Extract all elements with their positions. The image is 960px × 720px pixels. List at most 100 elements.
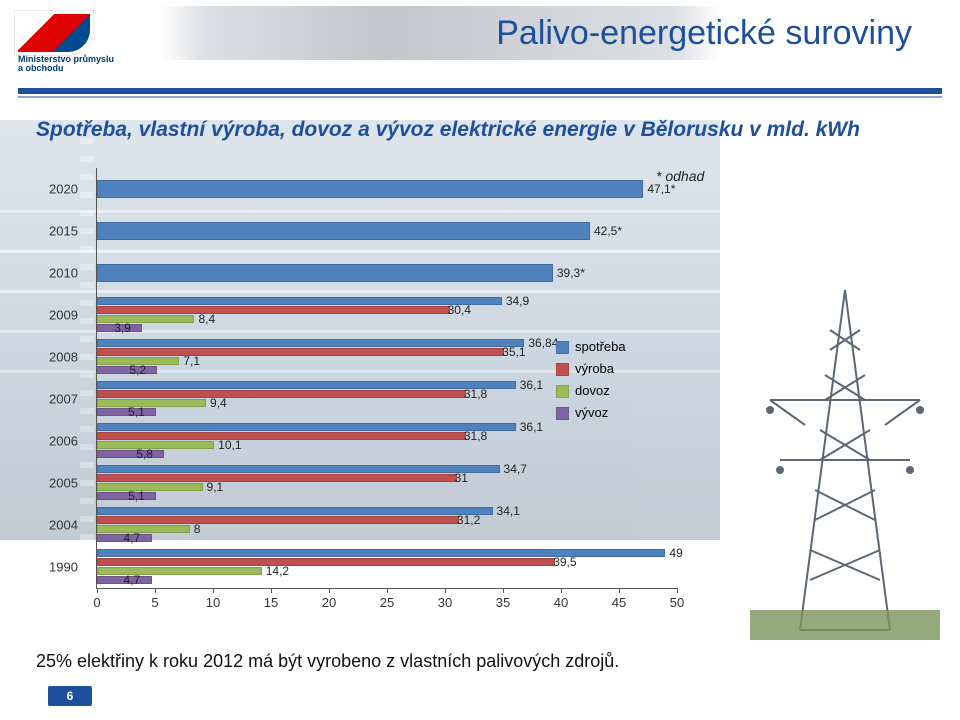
x-axis-label: 5 — [151, 595, 158, 610]
energy-chart: 05101520253035404550202047,1*201542,5*20… — [36, 160, 716, 620]
x-tick — [445, 588, 446, 593]
footer-caption: 25% elektřiny k roku 2012 má být vyroben… — [36, 651, 619, 672]
bar-vyvoz — [97, 492, 156, 500]
y-axis-label: 2008 — [49, 350, 78, 365]
ministry-logo: Ministerstvo průmyslu a obchodu — [18, 14, 148, 74]
chart-row: 34,1 31,2 8 4,7 — [97, 507, 677, 543]
pylon-image — [750, 280, 940, 640]
legend-item-dovoz: dovoz — [556, 380, 626, 402]
bar-dovoz — [97, 399, 206, 407]
chart-row: 42,5* — [97, 213, 677, 249]
x-tick — [271, 588, 272, 593]
bar-vyvoz — [97, 408, 156, 416]
bar-value-label: 4,7 — [124, 531, 141, 545]
bar-spotreba — [97, 297, 502, 305]
x-axis-label: 45 — [612, 595, 626, 610]
bar-spotreba — [97, 381, 516, 389]
y-axis-label: 2020 — [49, 182, 78, 197]
bar-value-label: 49 — [669, 546, 682, 560]
bar-vyvoz — [97, 366, 157, 374]
bar-vyvoz — [97, 450, 164, 458]
y-axis-label: 2010 — [49, 266, 78, 281]
bar-value-label: 9,1 — [207, 480, 224, 494]
bar-dovoz — [97, 441, 214, 449]
bar-value-label: 31 — [455, 471, 468, 485]
x-axis-label: 30 — [438, 595, 452, 610]
legend-item-vyroba: výroba — [556, 358, 626, 380]
x-tick — [503, 588, 504, 593]
legend-swatch — [556, 407, 569, 420]
x-axis-label: 20 — [322, 595, 336, 610]
y-axis-label: 2005 — [49, 476, 78, 491]
bar-value-label: 34,9 — [506, 294, 529, 308]
bar-value-label: 10,1 — [218, 438, 241, 452]
bar-spotreba — [97, 222, 590, 240]
header-rule — [18, 88, 942, 94]
bar-value-label: 7,1 — [183, 354, 200, 368]
bar-vyroba — [97, 516, 459, 524]
bar-dovoz — [97, 483, 203, 491]
chart-row: 34,7 31 9,1 5,1 — [97, 465, 677, 501]
bar-vyroba — [97, 432, 466, 440]
x-tick — [677, 588, 678, 593]
y-axis-label: 2006 — [49, 434, 78, 449]
bar-value-label: 5,1 — [128, 489, 145, 503]
bar-value-label: 31,8 — [464, 387, 487, 401]
x-axis-label: 35 — [496, 595, 510, 610]
legend-swatch — [556, 363, 569, 376]
bar-value-label: 8,4 — [198, 312, 215, 326]
bar-vyroba — [97, 348, 504, 356]
y-axis-label: 1990 — [49, 560, 78, 575]
bar-vyroba — [97, 306, 450, 314]
bar-spotreba — [97, 507, 493, 515]
ministry-line2: a obchodu — [18, 63, 64, 73]
x-axis-label: 10 — [206, 595, 220, 610]
chart-row: 34,930,48,43,9 — [97, 297, 677, 333]
x-tick — [387, 588, 388, 593]
bar-value-label: 35,1 — [502, 345, 525, 359]
bar-spotreba — [97, 423, 516, 431]
bar-dovoz — [97, 315, 194, 323]
chart-row: 36,1 31,8 10,1 5,8 — [97, 423, 677, 459]
bar-value-label: 31,2 — [457, 513, 480, 527]
bar-value-label: 5,2 — [129, 363, 146, 377]
bar-value-label: 42,5* — [594, 224, 622, 238]
x-tick — [619, 588, 620, 593]
bar-value-label: 36,1 — [520, 420, 543, 434]
bar-value-label: 9,4 — [210, 396, 227, 410]
bar-dovoz — [97, 525, 190, 533]
legend-label: výroba — [575, 358, 614, 380]
x-tick — [97, 588, 98, 593]
bar-value-label: 31,8 — [464, 429, 487, 443]
x-axis-label: 15 — [264, 595, 278, 610]
bar-value-label: 5,8 — [136, 447, 153, 461]
bar-value-label: 34,7 — [504, 462, 527, 476]
note-odhad: * odhad — [656, 168, 704, 184]
legend-label: vývoz — [575, 402, 608, 424]
y-axis-label: 2015 — [49, 224, 78, 239]
legend-swatch — [556, 385, 569, 398]
y-axis-label: 2007 — [49, 392, 78, 407]
x-axis-label: 0 — [93, 595, 100, 610]
bar-vyroba — [97, 558, 555, 566]
page-title: Palivo-energetické suroviny — [496, 14, 912, 53]
bar-vyroba — [97, 474, 457, 482]
bar-value-label: 36,84 — [528, 336, 558, 350]
legend-label: dovoz — [575, 380, 610, 402]
page-number: 6 — [48, 686, 92, 706]
x-tick — [213, 588, 214, 593]
bar-dovoz — [97, 567, 262, 575]
bar-vyroba — [97, 390, 466, 398]
bar-value-label: 47,1* — [647, 182, 675, 196]
bar-value-label: 34,1 — [497, 504, 520, 518]
header-rule-thin — [18, 96, 942, 98]
y-axis-label: 2009 — [49, 308, 78, 323]
bar-value-label: 14,2 — [266, 564, 289, 578]
x-axis-label: 50 — [670, 595, 684, 610]
x-tick — [561, 588, 562, 593]
bar-spotreba — [97, 549, 665, 557]
chart-subtitle: Spotřeba, vlastní výroba, dovoz a vývoz … — [36, 118, 860, 142]
bar-value-label: 8 — [194, 522, 201, 536]
bar-value-label: 39,5 — [553, 555, 576, 569]
bar-spotreba — [97, 180, 643, 198]
